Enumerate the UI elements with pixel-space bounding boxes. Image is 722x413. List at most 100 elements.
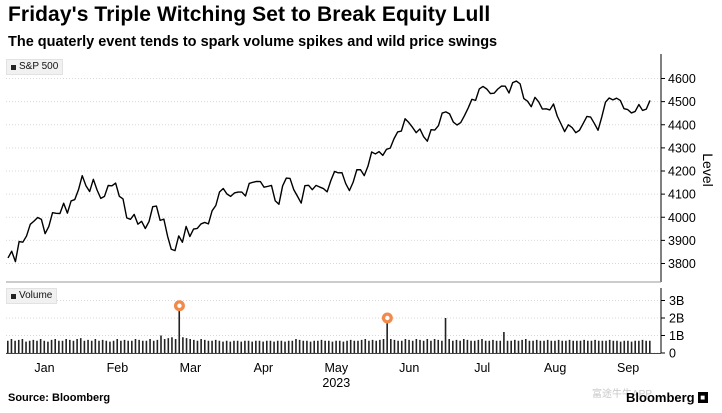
volume-bar (222, 341, 224, 354)
volume-bar (134, 339, 137, 353)
price-y-tick-label: 3900 (668, 234, 696, 248)
volume-bar (379, 339, 381, 354)
volume-bar (346, 340, 348, 353)
chart-title: Friday's Triple Witching Set to Break Eq… (8, 3, 491, 26)
price-y-tick-label: 4200 (668, 165, 696, 179)
x-tick-label: Apr (254, 361, 273, 375)
volume-bar (185, 338, 188, 354)
price-y-tick-label: 4000 (668, 211, 696, 225)
volume-bar (462, 339, 465, 353)
volume-bar (47, 341, 49, 354)
volume-bar (36, 340, 38, 353)
volume-bar (193, 339, 195, 354)
volume-bar (265, 340, 268, 353)
volume-bar (623, 340, 626, 353)
volume-bar (484, 340, 487, 353)
volume-bar (90, 340, 93, 353)
volume-bar (375, 340, 378, 353)
volume-bar (426, 339, 429, 353)
volume-bar (317, 340, 319, 353)
volume-bar (590, 340, 593, 353)
volume-bar (109, 341, 111, 354)
volume-bar (638, 340, 640, 353)
volume-bar (58, 340, 60, 353)
volume-bar (466, 339, 469, 354)
volume-bar (131, 340, 133, 353)
x-tick-label: Sep (617, 361, 639, 375)
volume-legend: Volume (6, 288, 58, 304)
volume-bar (437, 339, 440, 354)
volume-bar (145, 340, 148, 353)
volume-bar (535, 339, 538, 354)
volume-legend-label: Volume (19, 290, 53, 301)
volume-bar (331, 341, 334, 354)
volume-bar (54, 339, 57, 353)
volume-bar (349, 339, 352, 354)
volume-bar (503, 332, 505, 353)
volume-bar (411, 340, 414, 353)
volume-bar (452, 340, 454, 353)
volume-bar (641, 339, 644, 354)
volume-bar (393, 339, 396, 354)
volume-bar (404, 339, 407, 353)
volume-bar (17, 339, 20, 354)
volume-bar (200, 339, 202, 353)
source-note: Source: Bloomberg (8, 392, 111, 404)
volume-bar (218, 340, 221, 353)
volume-bar (21, 339, 24, 353)
volume-bar (251, 341, 253, 354)
volume-bar (415, 339, 418, 353)
volume-bar (510, 340, 512, 353)
brand-name: Bloomberg (626, 390, 695, 405)
volume-bar (214, 339, 217, 354)
volume-bar (98, 340, 100, 353)
volume-bar (39, 339, 42, 353)
volume-bar (528, 340, 531, 353)
price-legend-swatch (11, 64, 16, 70)
volume-bar (441, 340, 443, 353)
watermark: 富途牛牛APP (592, 389, 653, 400)
volume-bar (477, 339, 480, 354)
volume-bar (390, 339, 392, 353)
volume-bar (167, 338, 170, 354)
price-y-tick-label: 4100 (668, 188, 696, 202)
volume-bar (174, 339, 177, 353)
volume-bar (550, 340, 553, 353)
volume-bar (422, 340, 425, 353)
volume-bar (481, 339, 483, 353)
volume-bar (178, 305, 181, 353)
volume-bar (419, 339, 421, 354)
volume-bar (295, 339, 297, 353)
chart-subtitle: The quaterly event tends to spark volume… (8, 34, 498, 50)
volume-bar (255, 340, 257, 353)
volume-bar (105, 340, 108, 353)
volume-bar (539, 340, 542, 353)
volume-bar (160, 335, 162, 353)
volume-bar (50, 339, 53, 354)
volume-bar (258, 340, 261, 353)
volume-bar (364, 339, 367, 353)
volume-bar (328, 340, 330, 353)
x-tick-label: May (324, 361, 348, 375)
volume-bar (521, 339, 523, 354)
volume-bar (69, 339, 71, 354)
volume-bar (619, 341, 622, 354)
volume-bar (342, 341, 345, 354)
volume-bar (400, 340, 403, 353)
volume-bar (616, 340, 618, 353)
volume-bar (568, 339, 571, 354)
volume-bar (28, 340, 31, 353)
volume-bar (229, 341, 232, 354)
volume-bar (306, 340, 308, 353)
volume-bar (171, 337, 173, 353)
volume-bar (649, 340, 651, 353)
price-y-axis-label: Level (700, 153, 716, 186)
brand-mark-icon: ■ (697, 392, 708, 403)
volume-bar (608, 339, 611, 354)
x-tick-label: Jan (34, 361, 54, 375)
volume-y-tick-label: 2B (669, 312, 684, 326)
volume-bar (554, 340, 556, 353)
volume-bar (287, 340, 290, 353)
volume-bar (236, 340, 239, 353)
